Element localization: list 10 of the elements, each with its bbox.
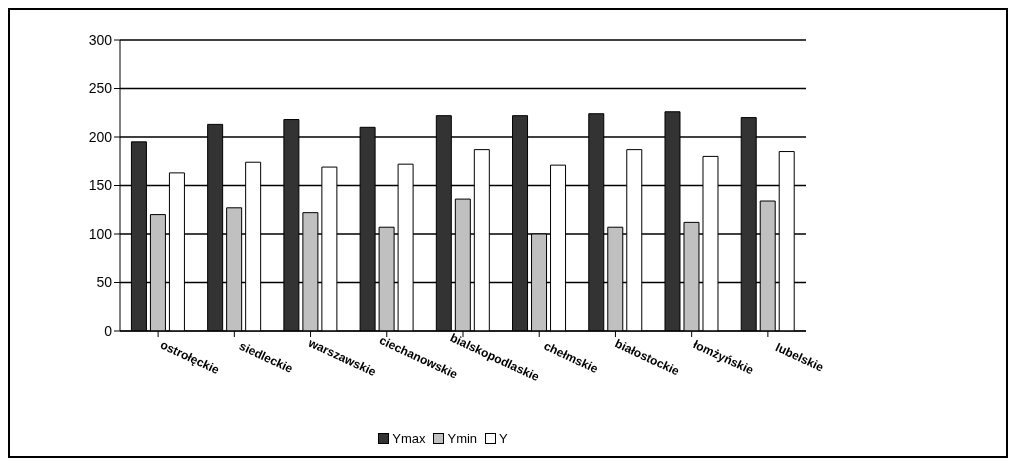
y-tick-label: 150 [88, 177, 113, 194]
legend-label: Ymin [447, 431, 478, 446]
legend-label: Ymax [392, 431, 426, 446]
legend-label: Y [499, 431, 508, 446]
y-tick-label: 0 [104, 322, 113, 339]
y-tick-label: 200 [88, 128, 113, 145]
y-tick-label: 100 [88, 225, 113, 242]
y-tick-label: 250 [88, 80, 113, 97]
y-tick-label: 50 [96, 274, 113, 291]
y-tick-label: 300 [88, 31, 113, 48]
